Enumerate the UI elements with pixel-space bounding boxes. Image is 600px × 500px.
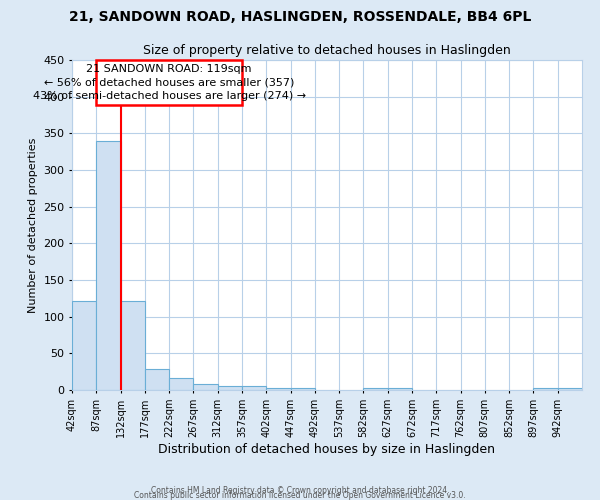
Text: Contains public sector information licensed under the Open Government Licence v3: Contains public sector information licen… — [134, 490, 466, 500]
Bar — [218, 386, 242, 390]
Bar — [558, 388, 582, 390]
Bar — [290, 388, 315, 390]
Bar — [72, 300, 96, 390]
Text: ← 56% of detached houses are smaller (357): ← 56% of detached houses are smaller (35… — [44, 78, 295, 88]
Bar — [388, 388, 412, 390]
Bar — [266, 388, 290, 390]
Text: 43% of semi-detached houses are larger (274) →: 43% of semi-detached houses are larger (… — [32, 92, 306, 102]
Bar — [145, 370, 169, 390]
Bar — [242, 386, 266, 390]
Text: Contains HM Land Registry data © Crown copyright and database right 2024.: Contains HM Land Registry data © Crown c… — [151, 486, 449, 495]
Bar — [96, 140, 121, 390]
Title: Size of property relative to detached houses in Haslingden: Size of property relative to detached ho… — [143, 44, 511, 58]
Text: 21 SANDOWN ROAD: 119sqm: 21 SANDOWN ROAD: 119sqm — [86, 64, 252, 74]
Y-axis label: Number of detached properties: Number of detached properties — [28, 138, 38, 312]
Bar — [364, 388, 388, 390]
Bar — [533, 388, 558, 390]
FancyBboxPatch shape — [96, 60, 242, 106]
X-axis label: Distribution of detached houses by size in Haslingden: Distribution of detached houses by size … — [158, 442, 496, 456]
Bar — [193, 384, 218, 390]
Bar — [169, 378, 193, 390]
Bar — [121, 300, 145, 390]
Text: 21, SANDOWN ROAD, HASLINGDEN, ROSSENDALE, BB4 6PL: 21, SANDOWN ROAD, HASLINGDEN, ROSSENDALE… — [69, 10, 531, 24]
